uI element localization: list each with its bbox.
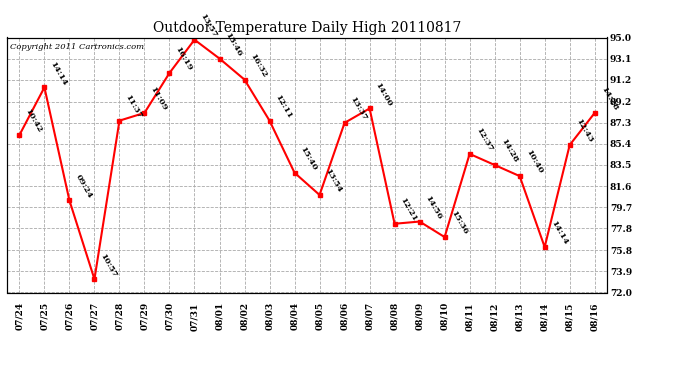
Text: 14:00: 14:00 bbox=[374, 81, 394, 108]
Text: 10:42: 10:42 bbox=[23, 108, 43, 134]
Text: 14:56: 14:56 bbox=[424, 194, 444, 221]
Text: 14:14: 14:14 bbox=[549, 219, 569, 246]
Text: Copyright 2011 Cartronics.com: Copyright 2011 Cartronics.com bbox=[10, 43, 144, 51]
Title: Outdoor Temperature Daily High 20110817: Outdoor Temperature Daily High 20110817 bbox=[153, 21, 461, 35]
Text: 10:57: 10:57 bbox=[99, 252, 119, 278]
Text: 12:37: 12:37 bbox=[474, 126, 494, 153]
Text: 13:46: 13:46 bbox=[224, 31, 244, 58]
Text: 16:19: 16:19 bbox=[174, 45, 194, 72]
Text: 15:36: 15:36 bbox=[448, 210, 469, 236]
Text: 14:28: 14:28 bbox=[599, 85, 619, 112]
Text: 14:28: 14:28 bbox=[499, 137, 519, 164]
Text: 12:21: 12:21 bbox=[399, 196, 419, 223]
Text: 12:43: 12:43 bbox=[574, 117, 594, 144]
Text: 12:11: 12:11 bbox=[274, 93, 294, 120]
Text: 16:32: 16:32 bbox=[248, 52, 269, 79]
Text: 11:09: 11:09 bbox=[148, 85, 169, 112]
Text: 10:40: 10:40 bbox=[524, 148, 544, 175]
Text: 15:40: 15:40 bbox=[299, 145, 319, 172]
Text: 14:14: 14:14 bbox=[48, 60, 69, 87]
Text: 13:57: 13:57 bbox=[199, 12, 219, 39]
Text: 13:37: 13:37 bbox=[348, 95, 369, 122]
Text: 09:24: 09:24 bbox=[74, 173, 94, 200]
Text: 13:54: 13:54 bbox=[324, 167, 344, 194]
Text: 11:37: 11:37 bbox=[124, 93, 144, 120]
